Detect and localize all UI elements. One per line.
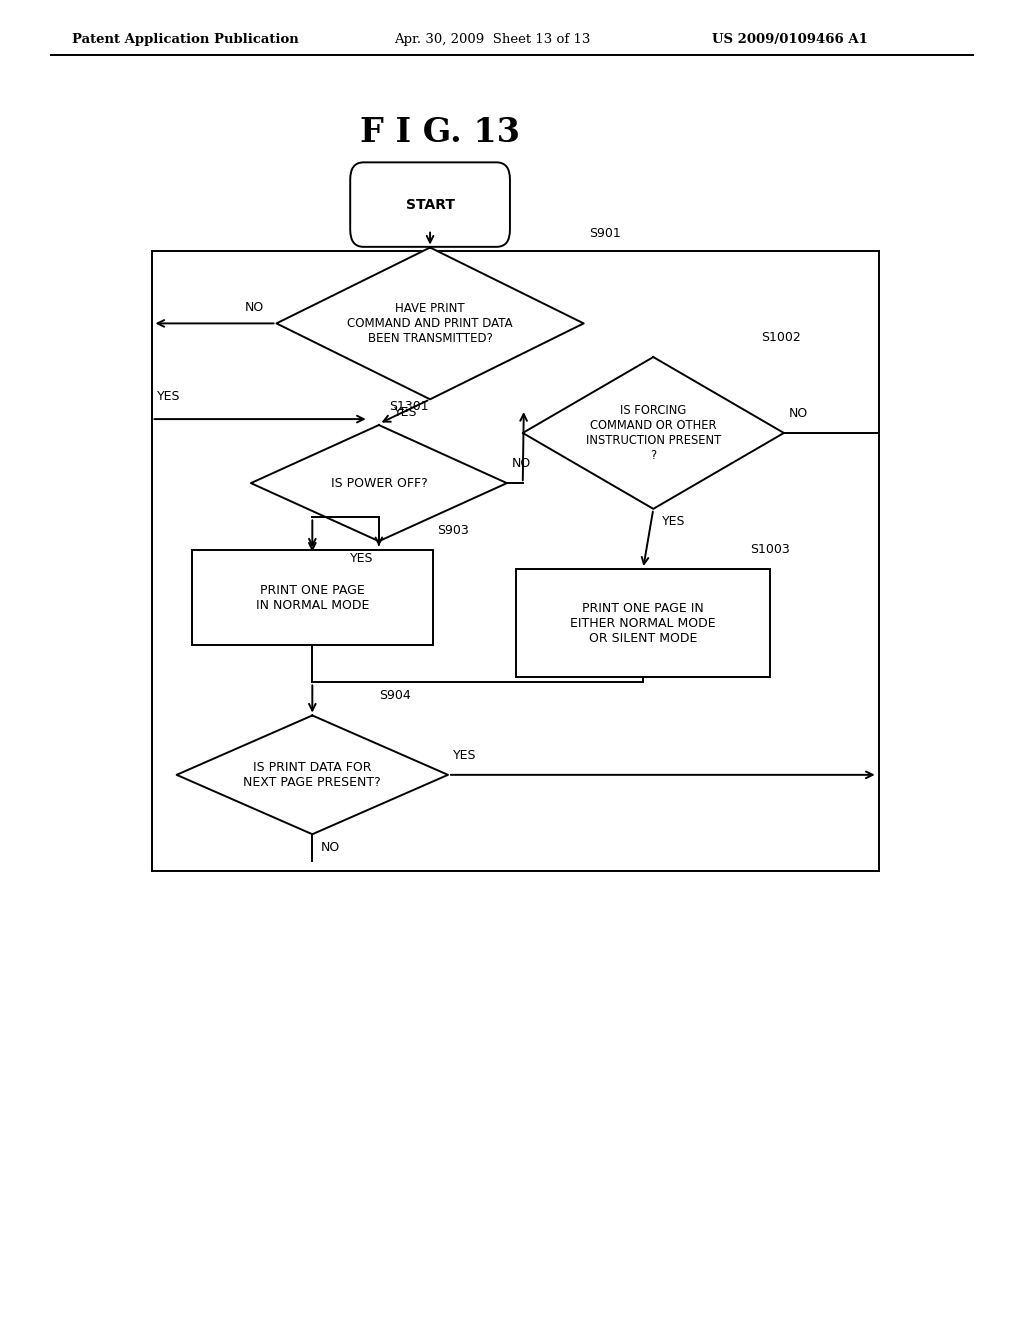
Text: F I G. 13: F I G. 13: [360, 116, 520, 149]
Text: HAVE PRINT
COMMAND AND PRINT DATA
BEEN TRANSMITTED?: HAVE PRINT COMMAND AND PRINT DATA BEEN T…: [347, 302, 513, 345]
Text: NO: NO: [245, 301, 264, 314]
Polygon shape: [276, 248, 584, 399]
Polygon shape: [251, 425, 507, 541]
Bar: [516, 569, 770, 677]
Text: NO: NO: [321, 841, 340, 854]
Text: YES: YES: [662, 515, 685, 528]
Text: YES: YES: [350, 552, 374, 565]
Text: Apr. 30, 2009  Sheet 13 of 13: Apr. 30, 2009 Sheet 13 of 13: [394, 33, 591, 46]
Text: IS PRINT DATA FOR
NEXT PAGE PRESENT?: IS PRINT DATA FOR NEXT PAGE PRESENT?: [244, 760, 381, 789]
Text: IS POWER OFF?: IS POWER OFF?: [331, 477, 427, 490]
Text: YES: YES: [394, 407, 418, 418]
Text: PRINT ONE PAGE IN
EITHER NORMAL MODE
OR SILENT MODE: PRINT ONE PAGE IN EITHER NORMAL MODE OR …: [570, 602, 716, 644]
Polygon shape: [522, 356, 784, 508]
Bar: [193, 550, 432, 645]
Text: NO: NO: [512, 457, 531, 470]
Text: YES: YES: [157, 391, 180, 404]
Text: PRINT ONE PAGE
IN NORMAL MODE: PRINT ONE PAGE IN NORMAL MODE: [256, 583, 369, 612]
FancyBboxPatch shape: [350, 162, 510, 247]
Text: S904: S904: [379, 689, 411, 702]
Text: US 2009/0109466 A1: US 2009/0109466 A1: [712, 33, 867, 46]
Polygon shape: [176, 715, 449, 834]
Text: S1003: S1003: [751, 543, 791, 556]
Text: IS FORCING
COMMAND OR OTHER
INSTRUCTION PRESENT
?: IS FORCING COMMAND OR OTHER INSTRUCTION …: [586, 404, 721, 462]
Text: S901: S901: [589, 227, 621, 240]
Text: S903: S903: [437, 524, 469, 537]
Text: S1301: S1301: [389, 400, 429, 413]
Text: START: START: [406, 198, 455, 211]
Text: YES: YES: [453, 748, 476, 762]
Text: Patent Application Publication: Patent Application Publication: [72, 33, 298, 46]
Text: S1002: S1002: [761, 331, 801, 345]
Text: NO: NO: [790, 407, 808, 420]
